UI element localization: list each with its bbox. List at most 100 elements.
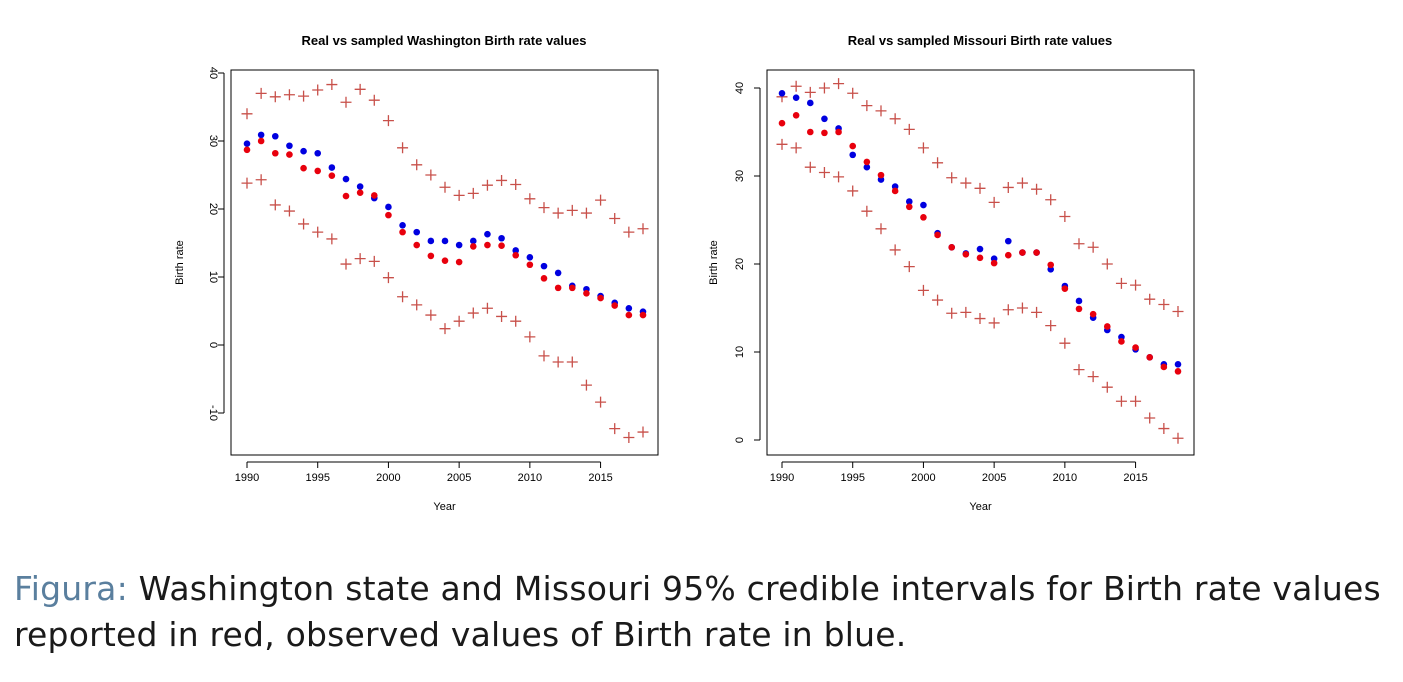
- observed-point: [540, 262, 548, 270]
- upper-bound-point: [298, 90, 310, 102]
- lower-bound-point: [790, 142, 802, 154]
- upper-bound-point: [382, 115, 394, 127]
- lower-bound-point: [298, 218, 310, 230]
- sampled-point: [300, 164, 307, 172]
- upper-bound-point: [790, 80, 802, 92]
- observed-point: [356, 183, 364, 190]
- observed-point: [399, 222, 406, 229]
- sampled-point: [1089, 310, 1097, 318]
- x-tick-label: 1990: [235, 472, 259, 484]
- upper-bound-point: [524, 193, 536, 205]
- observed-point: [920, 201, 927, 209]
- lower-bound-point: [283, 205, 295, 217]
- lower-bound-point: [566, 356, 578, 368]
- upper-bound-point: [932, 157, 944, 169]
- upper-bound-point: [397, 142, 409, 154]
- upper-bound-point: [439, 181, 451, 193]
- sampled-point: [455, 258, 463, 266]
- lower-bound-point: [354, 253, 366, 265]
- lower-bound-point: [269, 199, 281, 211]
- sampled-point: [512, 251, 520, 259]
- observed-point: [427, 237, 435, 245]
- lower-bound-point: [932, 294, 944, 306]
- sampled-point: [484, 241, 491, 249]
- lower-bound-point: [1031, 306, 1043, 318]
- plot-frame: [766, 69, 1195, 456]
- upper-bound-point: [538, 202, 550, 214]
- lower-bound-point: [552, 356, 564, 368]
- sampled-point: [243, 146, 251, 154]
- observed-point: [257, 131, 265, 139]
- observed-point: [554, 269, 562, 277]
- observed-point: [1174, 361, 1182, 368]
- lower-bound-point: [1059, 337, 1071, 349]
- sampled-point: [611, 302, 619, 309]
- upper-bound-point: [609, 213, 621, 225]
- lower-bound-point: [960, 306, 972, 318]
- upper-bound-point: [1115, 277, 1127, 289]
- sampled-point: [554, 284, 562, 292]
- upper-bound-point: [425, 169, 437, 181]
- upper-bound-point: [623, 226, 635, 238]
- lower-bound-point: [1045, 320, 1057, 332]
- upper-bound-point: [368, 94, 380, 106]
- upper-bound-point: [595, 194, 607, 206]
- sampled-point: [342, 192, 350, 200]
- lower-bound-point: [411, 299, 423, 311]
- y-axis-label: Birth rate: [174, 240, 186, 285]
- sampled-point: [1004, 251, 1012, 259]
- washington-chart: Real vs sampled Washington Birth rate va…: [174, 33, 659, 513]
- lower-bound-point: [1002, 304, 1014, 316]
- upper-bound-point: [917, 142, 929, 154]
- x-tick-label: 2010: [518, 472, 542, 484]
- observed-point: [849, 151, 857, 159]
- observed-point: [526, 253, 534, 261]
- chart-title: Real vs sampled Missouri Birth rate valu…: [848, 33, 1112, 48]
- lower-bound-point: [609, 423, 621, 435]
- observed-point: [328, 164, 336, 171]
- upper-bound-point: [804, 86, 816, 98]
- sampled-point: [849, 142, 857, 150]
- upper-bound-point: [847, 87, 859, 99]
- upper-bound-point: [889, 113, 901, 125]
- upper-bound-point: [1087, 241, 1099, 253]
- lower-bound-point: [241, 177, 253, 189]
- upper-bound-point: [960, 177, 972, 189]
- sampled-point: [441, 257, 449, 264]
- lower-bound-point: [1101, 381, 1113, 393]
- lower-bound-point: [875, 223, 887, 235]
- observed-point: [484, 230, 491, 238]
- lower-bound-point: [595, 396, 607, 408]
- sampled-point: [1061, 285, 1069, 292]
- observed-point: [863, 163, 871, 171]
- upper-bound-point: [833, 78, 845, 90]
- sampled-point: [583, 290, 590, 297]
- lower-bound-point: [1158, 423, 1170, 435]
- x-tick-label: 2010: [1053, 472, 1077, 484]
- lower-bound-point: [1087, 371, 1099, 383]
- upper-bound-point: [1158, 298, 1170, 310]
- observed-point: [905, 198, 913, 205]
- observed-point: [625, 304, 633, 312]
- upper-bound-point: [946, 172, 958, 184]
- lower-bound-point: [580, 379, 592, 391]
- y-axis-label: Birth rate: [708, 240, 720, 285]
- sampled-point: [948, 243, 956, 251]
- sampled-point: [905, 203, 913, 211]
- lower-bound-point: [903, 261, 915, 273]
- upper-bound-point: [1172, 306, 1184, 318]
- x-tick-label: 2005: [982, 472, 1006, 484]
- upper-bound-point: [580, 207, 592, 219]
- upper-bound-point: [283, 89, 295, 101]
- upper-bound-point: [1073, 238, 1085, 250]
- sampled-point: [1146, 353, 1154, 361]
- observed-point: [271, 132, 279, 140]
- x-tick-label: 2000: [376, 472, 400, 484]
- y-tick-label: -10: [207, 405, 219, 421]
- sampled-point: [1132, 344, 1139, 351]
- y-tick-label: 0: [734, 437, 746, 443]
- upper-bound-point: [861, 100, 873, 112]
- sampled-point: [962, 251, 970, 258]
- sampled-point: [568, 284, 576, 292]
- upper-bound-point: [903, 123, 915, 135]
